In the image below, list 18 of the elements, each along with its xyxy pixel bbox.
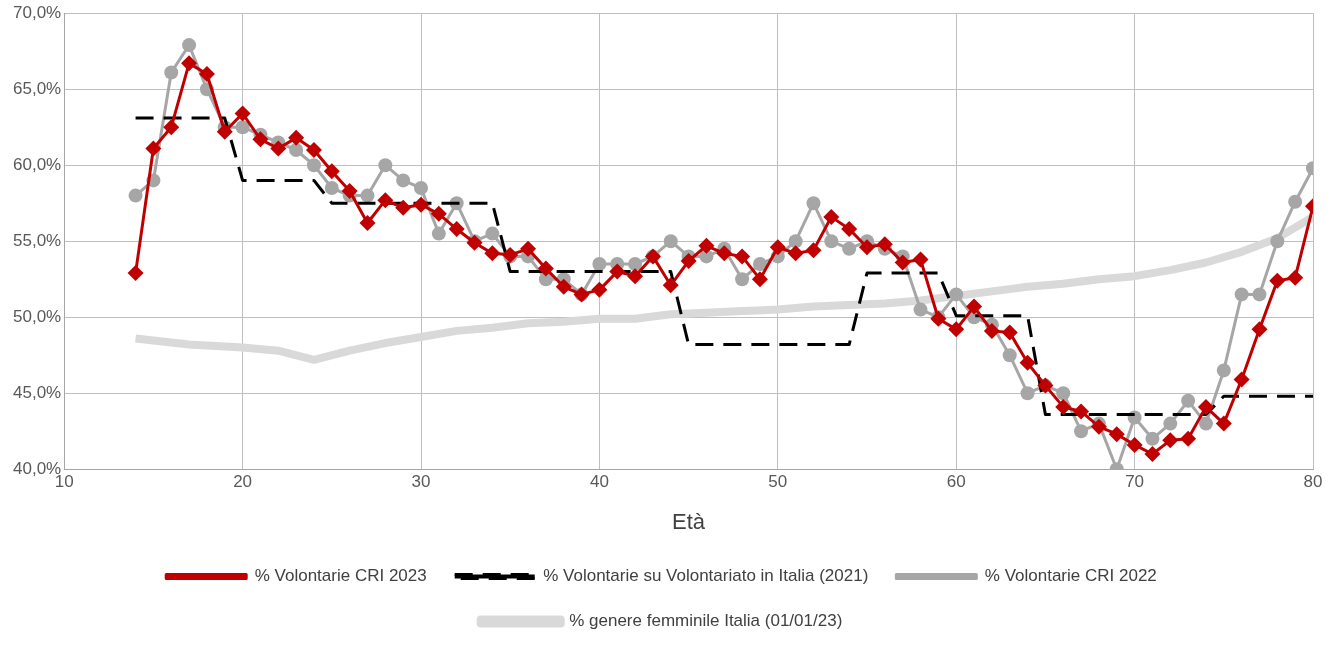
x-tick-label: 40 bbox=[589, 472, 609, 492]
y-tick-label: 60,0% bbox=[13, 154, 62, 174]
y-tick-label: 50,0% bbox=[13, 306, 62, 326]
x-tick-label: 80 bbox=[1303, 472, 1323, 492]
y-tick-label: 55,0% bbox=[13, 230, 62, 250]
x-axis-title: Età bbox=[672, 508, 706, 534]
legend-label: % Volontarie CRI 2023 bbox=[254, 566, 427, 586]
y-tick-label: 70,0% bbox=[13, 2, 62, 22]
x-tick-label: 70 bbox=[1125, 472, 1145, 492]
legend-label: % Volontarie CRI 2022 bbox=[984, 566, 1157, 586]
legend-label: % genere femminile Italia (01/01/23) bbox=[569, 611, 843, 631]
x-tick-label: 50 bbox=[768, 472, 788, 492]
x-tick-label: 30 bbox=[411, 472, 431, 492]
legend-label: % Volontarie su Volontariato in Italia (2021) bbox=[543, 566, 869, 586]
x-tick-label: 60 bbox=[946, 472, 966, 492]
x-tick-label: 20 bbox=[233, 472, 253, 492]
y-tick-label: 45,0% bbox=[13, 382, 62, 402]
y-tick-label: 65,0% bbox=[13, 78, 62, 98]
